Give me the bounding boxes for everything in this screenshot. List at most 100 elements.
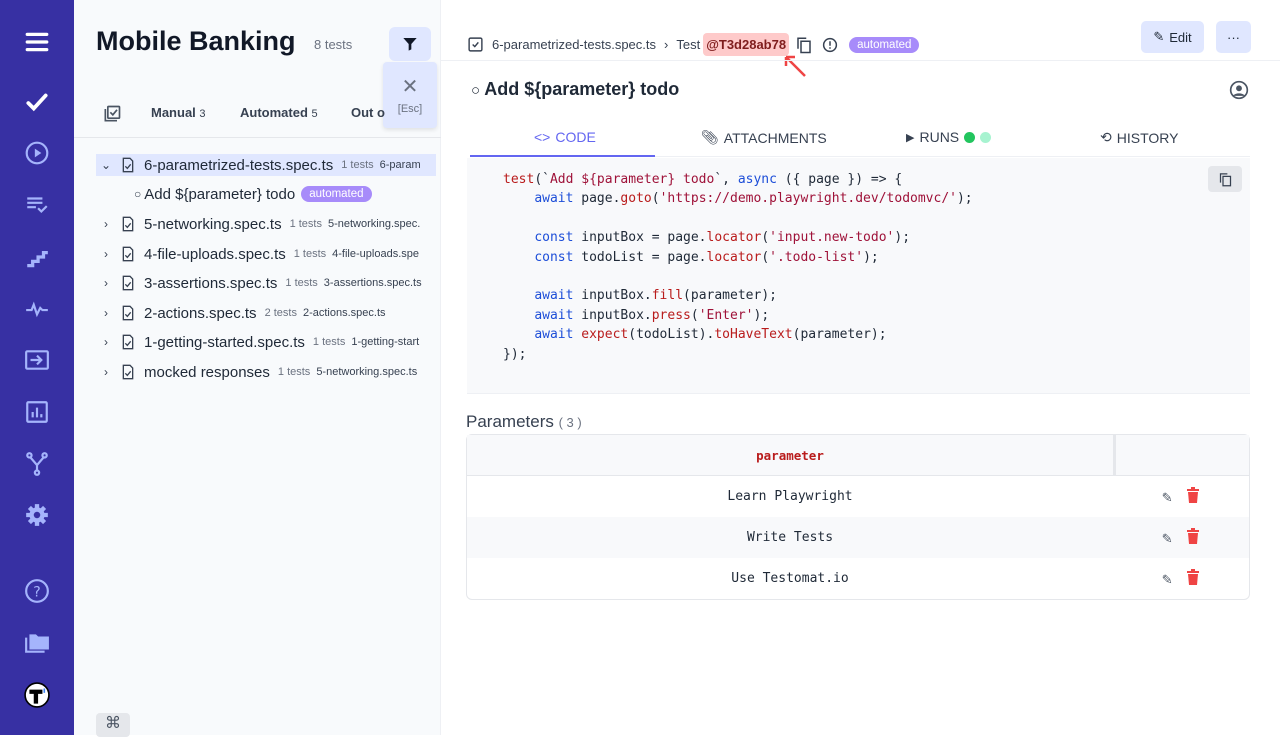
- tab-attachments[interactable]: 📎︎ ATTACHMENTS: [701, 129, 827, 146]
- help-icon[interactable]: ?: [22, 576, 52, 606]
- tab-manual[interactable]: Manual 3: [151, 105, 206, 120]
- assignee-avatar-icon[interactable]: [1229, 80, 1249, 100]
- code-token: );: [956, 191, 973, 207]
- edit-icon[interactable]: ✎: [1162, 569, 1172, 588]
- trash-icon[interactable]: [1186, 487, 1200, 503]
- code-token: });: [503, 346, 527, 362]
- code-token: (parameter);: [792, 327, 887, 343]
- code-token: page.: [573, 191, 621, 207]
- code-token: [503, 288, 534, 303]
- play-circle-icon[interactable]: [22, 138, 52, 168]
- code-token: await: [534, 307, 574, 323]
- tab-history[interactable]: ⟲ HISTORY: [1100, 129, 1178, 146]
- detail-tabs: <> CODE 📎︎ ATTACHMENTS ▶ RUNS ⟲ HISTORY: [470, 124, 1250, 157]
- file-name: 2-actions.spec.ts: [144, 304, 257, 322]
- actions-header: [1113, 435, 1249, 476]
- history-icon: ⟲: [1100, 129, 1112, 145]
- tab-runs[interactable]: ▶ RUNS: [906, 129, 992, 145]
- pulse-icon[interactable]: [22, 294, 52, 324]
- code-token: inputBox.: [573, 288, 652, 304]
- tree-item[interactable]: › 4-file-uploads.spec.ts 1 tests 4-file-…: [96, 243, 436, 265]
- test-tree-panel: Mobile Banking 8 tests ✕ [Esc] Manual 3 A…: [74, 0, 441, 737]
- chevron-down-icon[interactable]: ⌄: [100, 158, 112, 172]
- code-token: await: [534, 191, 574, 207]
- code-line: [503, 267, 973, 286]
- code-line: await expect(todoList).toHaveText(parame…: [503, 325, 973, 344]
- close-filter-button[interactable]: ✕ [Esc]: [383, 62, 437, 128]
- tree-item[interactable]: ⌄ 6-parametrized-tests.spec.ts 1 tests 6…: [96, 154, 436, 176]
- gear-icon[interactable]: [22, 500, 52, 530]
- file-check-icon: [122, 216, 134, 232]
- more-button[interactable]: ···: [1216, 21, 1251, 53]
- file-name: 1-getting-started.spec.ts: [144, 333, 305, 351]
- breadcrumb-file[interactable]: 6-parametrized-tests.spec.ts: [492, 37, 657, 52]
- code-token: await: [534, 288, 574, 304]
- check-icon[interactable]: [22, 87, 52, 117]
- file-path: 2-actions.spec.ts: [302, 307, 386, 319]
- svg-text:?: ?: [33, 584, 40, 600]
- code-line: test(`Add ${parameter} todo`, async ({ p…: [503, 170, 973, 189]
- checkbox-file-icon: [468, 37, 483, 52]
- menu-icon[interactable]: [22, 27, 52, 57]
- import-icon[interactable]: [22, 345, 52, 375]
- tree-item[interactable]: › mocked responses 1 tests 5-networking.…: [96, 361, 436, 383]
- chevron-right-icon[interactable]: ›: [104, 247, 108, 261]
- code-token: [503, 191, 534, 206]
- filter-button[interactable]: [389, 27, 431, 61]
- tab-out-of-sync[interactable]: Out o: [351, 105, 385, 120]
- file-check-icon: [122, 157, 134, 173]
- history-alert-icon[interactable]: [821, 36, 839, 54]
- code-token: inputBox = page.: [573, 230, 707, 246]
- code-token: );: [863, 249, 879, 265]
- trash-icon[interactable]: [1186, 569, 1200, 585]
- chevron-right-icon[interactable]: ›: [104, 276, 108, 290]
- trash-icon[interactable]: [1186, 528, 1200, 544]
- select-all-icon[interactable]: [102, 104, 122, 127]
- file-path: 5-networking.spec.: [327, 218, 421, 230]
- chart-icon[interactable]: [22, 397, 52, 427]
- tab-code[interactable]: <> CODE: [534, 129, 596, 145]
- tree-item[interactable]: › 3-assertions.spec.ts 1 tests 3-asserti…: [96, 272, 436, 294]
- chevron-right-icon[interactable]: ›: [104, 335, 108, 349]
- table-row: Use Testomat.io ✎: [467, 558, 1249, 599]
- tree-item[interactable]: › 1-getting-started.spec.ts 1 tests 1-ge…: [96, 331, 436, 353]
- code-token: ({ page }) => {: [776, 172, 903, 187]
- code-token: locator: [706, 249, 762, 265]
- list-check-icon[interactable]: [22, 190, 52, 220]
- tab-count: 3: [199, 108, 206, 120]
- code-token: [503, 250, 534, 265]
- edit-button[interactable]: ✎ Edit: [1141, 21, 1204, 53]
- code-token: Add ${parameter} todo: [549, 172, 715, 187]
- tab-automated[interactable]: Automated 5: [240, 105, 318, 120]
- code-token: (: [761, 230, 770, 246]
- test-id[interactable]: @T3d28ab78: [703, 33, 790, 56]
- command-palette-button[interactable]: ⌘: [96, 713, 130, 737]
- status-badge: automated: [301, 186, 372, 202]
- tree-item[interactable]: › 5-networking.spec.ts 1 tests 5-network…: [96, 213, 436, 235]
- folder-icon[interactable]: [22, 628, 52, 658]
- edit-icon[interactable]: ✎: [1162, 528, 1172, 547]
- tab-label: CODE: [555, 129, 596, 145]
- code-content: test(`Add ${parameter} todo`, async ({ p…: [503, 170, 973, 364]
- chevron-right-icon[interactable]: ›: [104, 217, 108, 231]
- branch-icon[interactable]: [22, 449, 52, 479]
- chevron-right-icon[interactable]: ›: [104, 306, 108, 320]
- chevron-right-icon[interactable]: ›: [104, 365, 108, 379]
- file-path: 5-networking.spec.ts: [316, 366, 418, 378]
- edit-icon[interactable]: ✎: [1162, 487, 1172, 506]
- code-line: [503, 209, 973, 228]
- table-row: Learn Playwright ✎: [467, 476, 1249, 517]
- parameter-value: Use Testomat.io: [731, 571, 849, 586]
- test-item[interactable]: ○ Add ${parameter} todo automated: [134, 183, 474, 205]
- copy-icon[interactable]: [795, 36, 813, 54]
- copy-code-button[interactable]: [1208, 166, 1242, 192]
- code-token: press: [651, 307, 691, 323]
- tree-item[interactable]: › 2-actions.spec.ts 2 tests 2-actions.sp…: [96, 302, 436, 324]
- code-token: todoList = page.: [573, 249, 707, 265]
- steps-icon[interactable]: [22, 242, 52, 272]
- testomat-logo[interactable]: [22, 680, 52, 710]
- file-check-icon: [122, 275, 134, 291]
- test-detail: 6-parametrized-tests.spec.ts › Test @T3d…: [441, 0, 1280, 735]
- pencil-icon: ✎: [1153, 29, 1165, 44]
- parameter-value: Learn Playwright: [727, 489, 853, 504]
